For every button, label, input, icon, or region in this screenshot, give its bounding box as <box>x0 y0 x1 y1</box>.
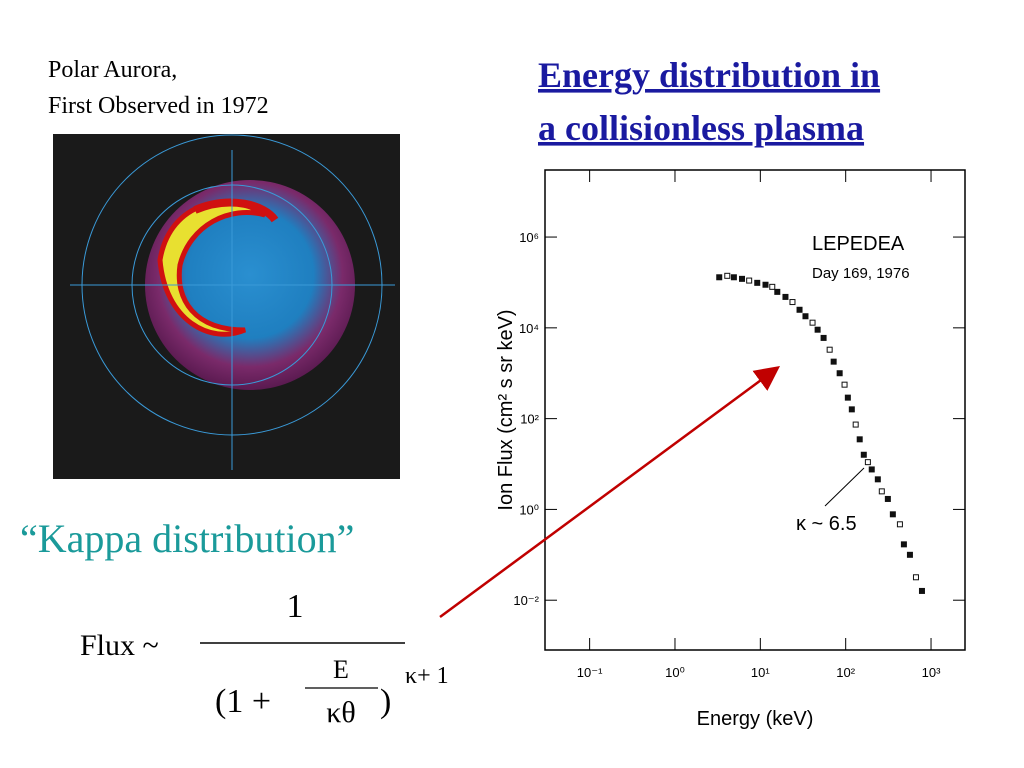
annotation: Day 169, 1976 <box>812 265 910 282</box>
exponent: κ+ 1 <box>405 663 449 689</box>
data-point <box>841 381 848 388</box>
aurora-image <box>53 134 400 479</box>
x-tick-label: 10⁻¹ <box>577 665 603 680</box>
data-point <box>716 274 723 281</box>
heading: Energy distribution in <box>538 55 880 95</box>
data-point <box>912 574 919 581</box>
caption: Polar Aurora, <box>48 57 177 83</box>
y-tick-label: 10⁴ <box>519 321 539 336</box>
x-axis-label: Energy (keV) <box>697 708 814 730</box>
y-axis-label: Ion Flux (cm² s sr keV) <box>495 309 517 510</box>
data-point <box>889 511 896 518</box>
data-point <box>906 551 913 558</box>
data-point <box>830 358 837 365</box>
data-point <box>844 394 851 401</box>
data-point <box>754 279 761 286</box>
plot-frame <box>544 169 966 651</box>
data-point <box>809 319 816 326</box>
data-point <box>860 451 867 458</box>
x-tick-label: 10³ <box>922 665 941 680</box>
data-point <box>918 587 925 594</box>
heading: a collisionless plasma <box>538 108 864 148</box>
data-point <box>848 406 855 413</box>
data-point <box>769 283 776 290</box>
chart: 10⁻¹ 10⁰ 10¹ 10² 10³ 10⁻² 10⁰ 10² 10⁴ 10⁶ Energy (… <box>495 169 966 730</box>
y-tick-label: 10² <box>520 412 539 427</box>
data-point <box>864 459 871 466</box>
y-tick-label: 10⁰ <box>519 502 539 517</box>
annotation: LEPEDEA <box>812 233 905 255</box>
data-point <box>826 346 833 353</box>
data-point <box>724 272 731 279</box>
annotation-arrow <box>824 467 865 507</box>
data-point <box>789 299 796 306</box>
formula-lhs: Flux ~ <box>80 629 159 662</box>
data-point <box>878 488 885 495</box>
data-point <box>852 421 859 428</box>
data-point <box>884 495 891 502</box>
kappa-title: “Kappa distribution” <box>20 516 354 561</box>
caption: First Observed in 1972 <box>48 93 269 119</box>
data-point <box>774 288 781 295</box>
formula-close: ) <box>380 683 391 720</box>
data-point <box>856 436 863 443</box>
inner-numerator: E <box>333 655 349 684</box>
annotation: κ ~ 6.5 <box>796 513 857 535</box>
data-point <box>739 275 746 282</box>
x-tick-label: 10⁰ <box>665 665 685 680</box>
y-tick-label: 10⁻² <box>513 593 539 608</box>
pointer-arrow <box>439 366 781 619</box>
y-tick-label: 10⁶ <box>519 230 539 245</box>
data-point <box>820 334 827 341</box>
data-point <box>802 313 809 320</box>
formula: Flux ~ 1 (1 + E κθ ) κ+ 1 <box>80 588 449 729</box>
formula-open: (1 + <box>215 683 271 720</box>
data-point <box>874 476 881 483</box>
x-tick-label: 10¹ <box>751 665 770 680</box>
data-point <box>746 277 753 284</box>
inner-denominator: κθ <box>326 696 356 729</box>
data-point <box>868 466 875 473</box>
data-point <box>782 293 789 300</box>
numerator: 1 <box>287 588 304 625</box>
data-point <box>814 326 821 333</box>
data-point <box>836 370 843 377</box>
data-point <box>796 306 803 313</box>
data-point <box>730 274 737 281</box>
data-point <box>762 281 769 288</box>
x-tick-label: 10² <box>836 665 855 680</box>
data-point <box>896 521 903 528</box>
data-point <box>900 541 907 548</box>
